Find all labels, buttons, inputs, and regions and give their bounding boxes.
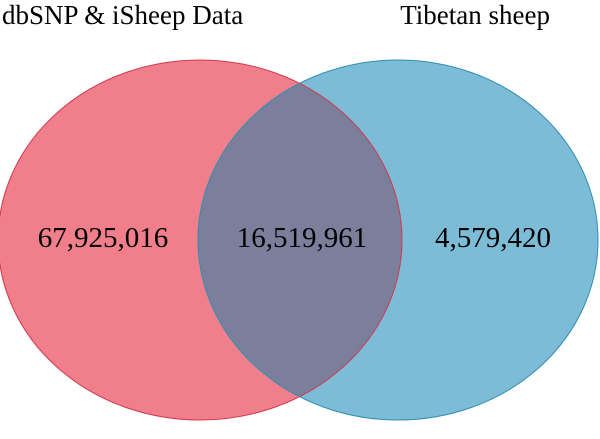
count-dbsnp-isheep-only: 67,925,016 (38, 222, 169, 254)
count-tibetan-sheep-only: 4,579,420 (435, 222, 551, 254)
set-label-dbsnp-isheep: dbSNP & iSheep Data (2, 0, 243, 30)
set-label-tibetan-sheep: Tibetan sheep (400, 0, 550, 30)
set-outline-tibetan-sheep (197, 59, 599, 421)
intersection-region (198, 60, 402, 420)
set-outline-dbsnp-isheep (0, 59, 403, 421)
count-intersection: 16,519,961 (237, 222, 368, 254)
